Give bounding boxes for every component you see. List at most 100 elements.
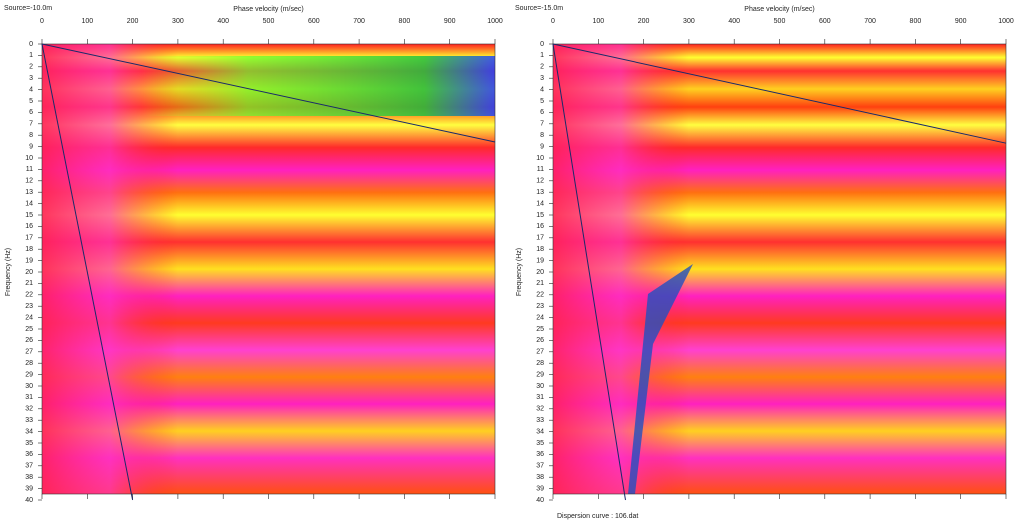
y-tick-label: 5 — [540, 98, 544, 105]
y-tick-label: 35 — [25, 440, 33, 447]
y-tick-label: 8 — [29, 132, 33, 139]
y-tick-label: 9 — [29, 143, 33, 150]
y-tick-label: 17 — [25, 235, 33, 242]
y-tick-label: 3 — [540, 75, 544, 82]
panel: Source=-15.0m Phase velocity (m/sec) Frequ… — [515, 5, 1014, 520]
y-tick-label: 16 — [25, 223, 33, 230]
y-tick-label: 19 — [536, 257, 544, 264]
y-tick-label: 40 — [25, 497, 33, 504]
overlay-line — [41, 43, 134, 501]
y-tick-label: 26 — [25, 337, 33, 344]
x-axis-title: Phase velocity (m/sec) — [233, 6, 303, 13]
x-tick-label: 400 — [728, 18, 740, 25]
y-tick-label: 1 — [29, 52, 33, 59]
y-tick-label: 0 — [29, 41, 33, 48]
y-tick-label: 14 — [25, 200, 33, 207]
x-tick-label: 100 — [592, 18, 604, 25]
cool-band — [142, 56, 495, 116]
y-tick-label: 2 — [29, 64, 33, 71]
y-tick-label: 27 — [536, 349, 544, 356]
y-tick-label: 34 — [25, 428, 33, 435]
y-tick-label: 7 — [540, 121, 544, 128]
y-tick-label: 21 — [536, 280, 544, 287]
y-tick-label: 2 — [540, 64, 544, 71]
y-tick-label: 22 — [536, 292, 544, 299]
y-tick-label: 12 — [536, 178, 544, 185]
y-tick-label: 39 — [25, 485, 33, 492]
x-tick-label: 300 — [172, 18, 184, 25]
y-tick-label: 4 — [29, 86, 33, 93]
noise-band — [42, 44, 495, 494]
y-tick-label: 17 — [536, 235, 544, 242]
y-tick-label: 14 — [536, 200, 544, 207]
y-tick-label: 27 — [25, 349, 33, 356]
x-tick-label: 1000 — [487, 18, 503, 25]
x-tick-label: 0 — [40, 18, 44, 25]
y-tick-label: 34 — [536, 428, 544, 435]
y-tick-label: 18 — [25, 246, 33, 253]
y-tick-label: 10 — [536, 155, 544, 162]
y-tick-label: 6 — [540, 109, 544, 116]
y-tick-label: 12 — [25, 178, 33, 185]
y-tick-label: 0 — [540, 41, 544, 48]
y-tick-label: 29 — [25, 371, 33, 378]
y-tick-label: 38 — [25, 474, 33, 481]
x-tick-label: 200 — [127, 18, 139, 25]
x-tick-label: 1000 — [998, 18, 1014, 25]
x-tick-label: 200 — [638, 18, 650, 25]
x-tick-label: 700 — [353, 18, 365, 25]
overlay-line — [552, 43, 626, 501]
y-tick-label: 13 — [536, 189, 544, 196]
y-tick-label: 39 — [536, 485, 544, 492]
y-tick-label: 31 — [25, 394, 33, 401]
y-tick-label: 30 — [536, 383, 544, 390]
y-tick-label: 28 — [536, 360, 544, 367]
noise-band — [553, 44, 1006, 494]
y-tick-label: 28 — [25, 360, 33, 367]
panel-title: Source=-15.0m — [515, 5, 563, 12]
y-tick-label: 33 — [536, 417, 544, 424]
y-tick-label: 35 — [536, 440, 544, 447]
footnote: Dispersion curve : 106.dat — [557, 513, 638, 520]
y-tick-label: 9 — [540, 143, 544, 150]
cool-ridge — [628, 264, 693, 494]
x-tick-label: 600 — [308, 18, 320, 25]
x-tick-label: 300 — [683, 18, 695, 25]
y-tick-label: 6 — [29, 109, 33, 116]
panel-title: Source=-10.0m — [4, 5, 52, 12]
y-tick-label: 23 — [25, 303, 33, 310]
x-tick-label: 100 — [81, 18, 93, 25]
x-tick-label: 700 — [864, 18, 876, 25]
x-tick-label: 500 — [774, 18, 786, 25]
y-tick-label: 25 — [25, 326, 33, 333]
y-tick-label: 11 — [26, 166, 33, 173]
y-tick-label: 19 — [25, 257, 33, 264]
y-tick-label: 3 — [29, 75, 33, 82]
overlay-line — [41, 43, 496, 143]
y-tick-label: 18 — [536, 246, 544, 253]
y-tick-label: 8 — [540, 132, 544, 139]
y-tick-label: 7 — [29, 121, 33, 128]
y-tick-label: 13 — [25, 189, 33, 196]
y-tick-label: 37 — [536, 463, 544, 470]
y-tick-label: 10 — [25, 155, 33, 162]
y-tick-label: 24 — [536, 314, 544, 321]
x-tick-label: 600 — [819, 18, 831, 25]
y-tick-label: 1 — [540, 52, 544, 59]
y-axis-title: Frequency (Hz) — [5, 248, 12, 296]
y-axis-title: Frequency (Hz) — [516, 248, 523, 296]
y-tick-label: 23 — [536, 303, 544, 310]
y-tick-label: 40 — [536, 497, 544, 504]
panel: Source=-10.0m Phase velocity (m/sec) Frequ… — [4, 5, 503, 504]
x-tick-label: 900 — [955, 18, 967, 25]
y-tick-label: 4 — [540, 86, 544, 93]
y-tick-label: 31 — [536, 394, 544, 401]
y-tick-label: 29 — [536, 371, 544, 378]
y-tick-label: 32 — [25, 406, 33, 413]
overlay-line — [552, 43, 1007, 144]
y-tick-label: 36 — [536, 451, 544, 458]
y-tick-label: 30 — [25, 383, 33, 390]
y-tick-label: 22 — [25, 292, 33, 299]
x-tick-label: 0 — [551, 18, 555, 25]
y-tick-label: 24 — [25, 314, 33, 321]
